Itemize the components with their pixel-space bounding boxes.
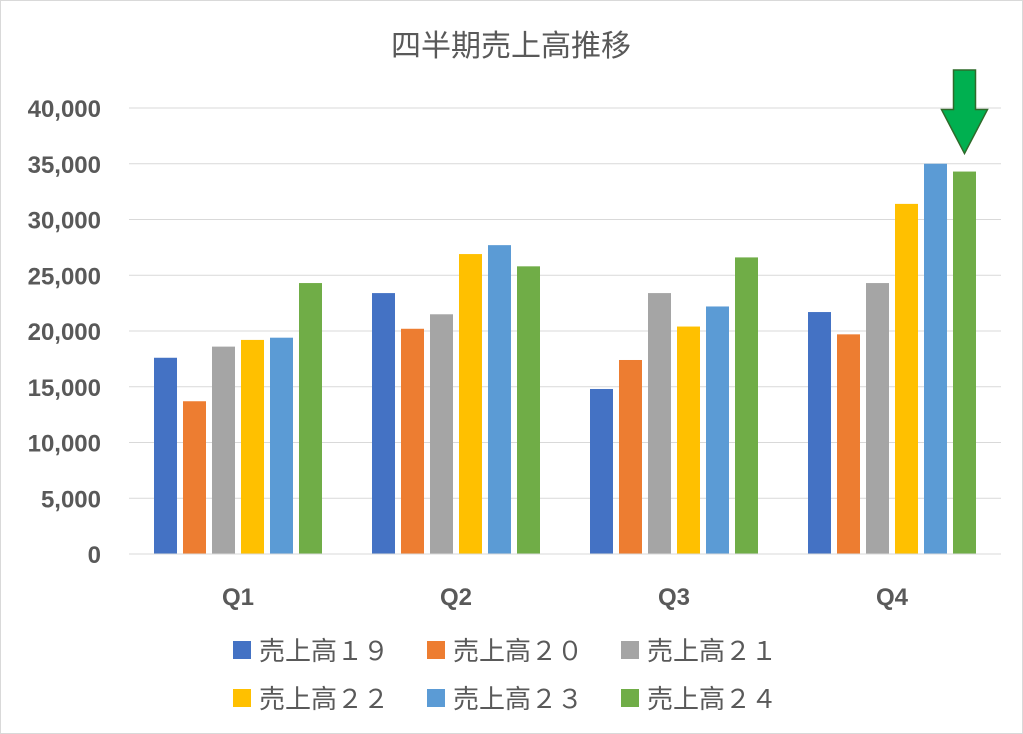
bars xyxy=(154,163,976,554)
y-tick-label: 15,000 xyxy=(28,375,101,402)
bar xyxy=(299,283,322,554)
y-tick-label: 5,000 xyxy=(41,486,101,513)
bar xyxy=(212,346,235,554)
bar xyxy=(648,293,671,554)
legend-label: 売上高２４ xyxy=(647,685,777,715)
bar xyxy=(590,388,613,554)
bar xyxy=(488,245,511,554)
legend-label: 売上高２３ xyxy=(453,685,583,715)
x-tick-label: Q2 xyxy=(440,584,472,611)
chart-title: 四半期売上高推移 xyxy=(391,29,631,64)
legend-label: 売上高２０ xyxy=(453,637,583,667)
legend: 売上高１９ 売上高２０ 売上高２１ 売上高２２ 売上高２３ 売上高２４ xyxy=(233,637,777,715)
y-tick-label: 40,000 xyxy=(28,96,101,123)
bar xyxy=(372,293,395,554)
bar xyxy=(866,283,889,554)
legend-item: 売上高２３ xyxy=(427,685,583,715)
bar xyxy=(808,312,831,554)
x-tick-label: Q3 xyxy=(658,584,690,611)
legend-label: 売上高１９ xyxy=(259,637,389,667)
x-tick-label: Q4 xyxy=(876,584,909,611)
y-axis-ticks: 0 5,000 10,000 15,000 20,000 25,000 30,000 35,0… xyxy=(28,96,101,569)
legend-label: 売上高２２ xyxy=(259,685,389,715)
bar xyxy=(241,339,264,554)
bar xyxy=(619,359,642,554)
down-arrow-icon xyxy=(940,69,989,156)
legend-item: 売上高２０ xyxy=(427,637,583,667)
legend-swatch xyxy=(621,641,639,659)
bar xyxy=(517,266,540,554)
annotation xyxy=(940,69,989,156)
legend-item: 売上高２２ xyxy=(233,685,389,715)
legend-item: 売上高２１ xyxy=(621,637,777,667)
bar xyxy=(735,257,758,554)
bar xyxy=(924,163,947,554)
bar xyxy=(430,314,453,554)
bar xyxy=(895,203,918,554)
y-tick-label: 35,000 xyxy=(28,152,101,179)
bar xyxy=(706,306,729,554)
bar xyxy=(183,401,206,554)
legend-swatch xyxy=(233,689,251,707)
y-tick-label: 10,000 xyxy=(28,431,101,458)
bar xyxy=(270,337,293,554)
legend-item: 売上高１９ xyxy=(233,637,389,667)
legend-swatch xyxy=(233,641,251,659)
legend-swatch xyxy=(427,641,445,659)
bar xyxy=(401,328,424,554)
bar xyxy=(459,254,482,554)
legend-label: 売上高２１ xyxy=(647,637,777,667)
x-tick-label: Q1 xyxy=(222,584,254,611)
y-tick-label: 30,000 xyxy=(28,208,101,235)
legend-swatch xyxy=(427,689,445,707)
bar xyxy=(953,171,976,554)
x-axis-ticks: Q1 Q2 Q3 Q4 xyxy=(222,584,909,611)
y-tick-label: 0 xyxy=(88,542,101,569)
legend-item: 売上高２４ xyxy=(621,685,777,715)
legend-swatch xyxy=(621,689,639,707)
bar xyxy=(677,326,700,554)
y-tick-label: 20,000 xyxy=(28,319,101,346)
bar xyxy=(837,334,860,554)
bar xyxy=(154,357,177,554)
y-tick-label: 25,000 xyxy=(28,263,101,290)
